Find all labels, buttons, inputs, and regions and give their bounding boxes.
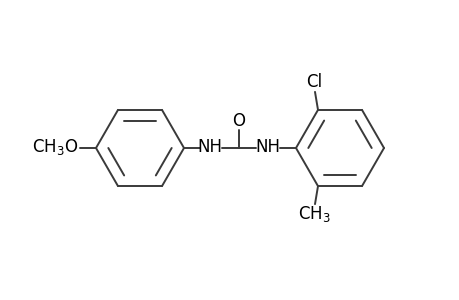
Text: NH: NH — [255, 138, 280, 156]
Text: CH$_3$: CH$_3$ — [297, 204, 330, 224]
Text: NH: NH — [197, 138, 222, 156]
Text: CH$_3$O: CH$_3$O — [32, 137, 78, 157]
Text: Cl: Cl — [305, 73, 321, 91]
Text: O: O — [232, 112, 245, 130]
